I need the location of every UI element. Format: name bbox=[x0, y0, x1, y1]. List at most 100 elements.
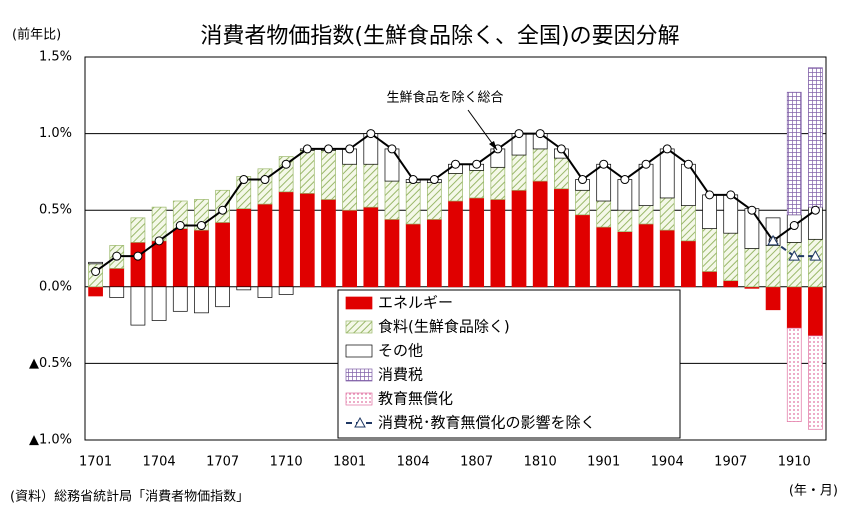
bar-segment bbox=[469, 197, 485, 288]
line-marker bbox=[788, 250, 801, 261]
bar-segment bbox=[236, 286, 252, 291]
bar-segment bbox=[617, 179, 633, 211]
line-marker bbox=[472, 159, 482, 169]
bar-segment bbox=[596, 226, 612, 288]
y-tick-label: 1.5% bbox=[39, 50, 72, 65]
bar-segment bbox=[321, 199, 336, 288]
bar-segment bbox=[384, 180, 400, 220]
bar-segment bbox=[723, 232, 739, 282]
bar-segment bbox=[786, 327, 802, 422]
bar-segment bbox=[808, 238, 823, 288]
line-marker bbox=[175, 221, 185, 231]
line-marker bbox=[366, 129, 376, 139]
bar-segment bbox=[151, 240, 167, 288]
x-tick-label: 1907 bbox=[714, 455, 747, 470]
line-marker bbox=[154, 236, 164, 246]
bar-segment bbox=[384, 219, 400, 288]
line-marker bbox=[323, 144, 333, 154]
bar-segment bbox=[151, 286, 167, 321]
line-marker bbox=[662, 144, 672, 154]
x-axis-label: (年・月) bbox=[789, 484, 838, 499]
line-marker bbox=[514, 129, 524, 139]
x-tick-label: 1910 bbox=[778, 455, 811, 470]
bar-segment bbox=[723, 280, 739, 288]
bar-segment bbox=[786, 91, 802, 216]
bar-segment bbox=[172, 286, 188, 312]
x-tick-label: 1701 bbox=[79, 455, 112, 470]
bar-segment bbox=[786, 286, 802, 329]
line-marker bbox=[535, 129, 545, 139]
bar-segment bbox=[299, 192, 315, 288]
line-marker bbox=[218, 205, 228, 215]
line-marker bbox=[451, 159, 460, 169]
y-tick-label: 0.5% bbox=[39, 203, 72, 218]
bar-segment bbox=[808, 335, 823, 430]
bar-segment bbox=[130, 217, 146, 243]
line-marker bbox=[239, 175, 249, 185]
bar-segment bbox=[744, 248, 760, 288]
bar-segment bbox=[638, 205, 654, 225]
bar-segment bbox=[172, 228, 188, 288]
legend-swatch bbox=[345, 296, 373, 310]
bar-segment bbox=[554, 188, 569, 288]
bar-segment bbox=[532, 180, 548, 288]
bar-segment bbox=[384, 148, 400, 182]
bar-segment bbox=[448, 173, 463, 202]
y-tick-label: 0.0% bbox=[39, 279, 72, 294]
bar-segment bbox=[786, 242, 802, 288]
bar-segment bbox=[702, 228, 717, 272]
bar-segment bbox=[638, 223, 654, 288]
bar-segment bbox=[765, 245, 781, 288]
line-marker bbox=[429, 175, 439, 185]
line-marker bbox=[683, 159, 693, 169]
line bbox=[772, 240, 816, 258]
bar-segment bbox=[151, 206, 167, 242]
line-marker bbox=[726, 190, 736, 200]
line-marker bbox=[302, 144, 312, 154]
bar-segment bbox=[723, 194, 739, 234]
bar-segment bbox=[659, 148, 675, 199]
legend-label: その他 bbox=[378, 342, 423, 360]
x-tick-label: 1904 bbox=[651, 455, 684, 470]
bar-segment bbox=[342, 209, 357, 288]
bar-segment bbox=[765, 286, 781, 311]
bar-segment bbox=[659, 197, 675, 231]
annotation: 生鮮食品を除く総合 bbox=[386, 90, 503, 106]
legend-swatch bbox=[345, 368, 373, 382]
bar-segment bbox=[363, 163, 379, 208]
y-tick-label: ▲1.0% bbox=[29, 433, 72, 448]
bar-segment bbox=[490, 166, 506, 200]
y-tick-label: 1.0% bbox=[39, 126, 72, 141]
bar-segment bbox=[278, 191, 294, 288]
line-marker bbox=[112, 251, 122, 261]
bar-segment bbox=[596, 163, 612, 202]
line-marker bbox=[599, 159, 609, 169]
line-marker bbox=[767, 234, 779, 246]
bar-segment bbox=[490, 199, 506, 288]
bar-segment bbox=[88, 261, 103, 265]
line-marker bbox=[133, 251, 143, 261]
bar-segment bbox=[575, 214, 590, 288]
bar-segment bbox=[554, 157, 569, 190]
y-tick-label: ▲0.5% bbox=[29, 356, 72, 371]
legend-swatch bbox=[345, 320, 373, 334]
bar-segment bbox=[130, 286, 146, 326]
legend-label: 食料(生鮮食品除く) bbox=[378, 318, 510, 336]
bar-segment bbox=[363, 206, 379, 288]
bar-segment bbox=[808, 286, 823, 337]
bar-segment bbox=[215, 286, 230, 308]
legend-swatch-marker bbox=[354, 416, 366, 428]
legend-swatch bbox=[345, 344, 373, 358]
bar-segment bbox=[257, 203, 273, 288]
bar-segment bbox=[702, 194, 717, 229]
line-marker bbox=[620, 175, 630, 185]
legend-label: エネルギー bbox=[378, 294, 453, 312]
bar-segment bbox=[681, 205, 696, 242]
bar-segment bbox=[109, 268, 125, 288]
bar-segment bbox=[405, 223, 421, 288]
line-marker bbox=[281, 159, 291, 169]
legend-label: 教育無償化 bbox=[378, 390, 453, 408]
x-tick-label: 1707 bbox=[206, 455, 239, 470]
bar-segment bbox=[130, 242, 146, 288]
x-tick-label: 1710 bbox=[270, 455, 303, 470]
